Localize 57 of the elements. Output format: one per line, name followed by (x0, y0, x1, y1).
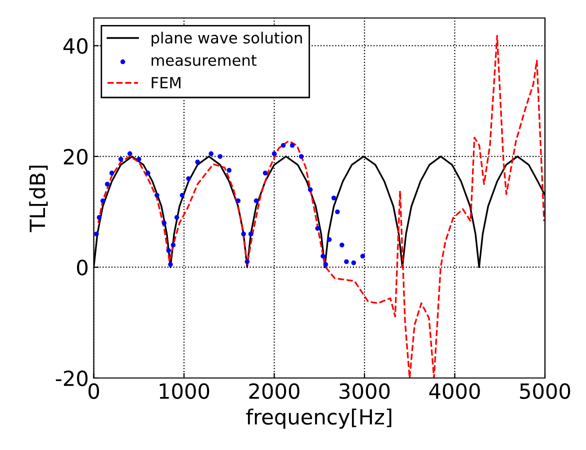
point (298, 154, 304, 159)
point (280, 142, 286, 148)
point (335, 209, 340, 214)
point (226, 168, 232, 173)
point (100, 198, 106, 204)
point (241, 232, 246, 236)
point (244, 259, 250, 264)
point (323, 262, 328, 267)
y-tick-label: 0 (77, 260, 88, 276)
point (127, 151, 132, 156)
point (290, 142, 295, 148)
point (146, 170, 150, 176)
point (94, 232, 99, 236)
point (170, 242, 176, 248)
point (254, 198, 259, 204)
x-tick-label: 4000 (429, 383, 480, 399)
point (344, 259, 349, 264)
point (109, 170, 114, 176)
point (360, 254, 366, 259)
point (166, 248, 172, 254)
y-tick-label: -20 (56, 370, 88, 386)
point (186, 176, 191, 182)
point (174, 214, 180, 220)
point (104, 182, 110, 187)
legend-label: measurement (152, 55, 256, 66)
point (315, 226, 320, 231)
point (351, 260, 356, 266)
point (168, 262, 173, 267)
point (236, 198, 241, 204)
point (262, 170, 268, 176)
legend-label: plane wave solution (152, 32, 302, 47)
point (308, 187, 313, 192)
point (331, 196, 336, 200)
point (340, 242, 344, 248)
point (195, 160, 200, 164)
legend-label: FEM (152, 77, 180, 88)
y-axis-title: TL[dB] (29, 166, 48, 232)
point (136, 156, 142, 162)
x-tick-label: 5000 (520, 383, 570, 399)
x-tick-label: 2000 (249, 383, 300, 399)
point (248, 232, 254, 236)
x-tick-label: 0 (88, 383, 100, 399)
point (96, 214, 102, 220)
point (154, 192, 160, 198)
point (320, 254, 326, 259)
point (162, 220, 167, 226)
point (218, 154, 222, 159)
x-tick-label: 1000 (160, 383, 210, 399)
point (180, 192, 185, 198)
point (272, 151, 277, 156)
y-tick-label: 40 (63, 38, 88, 54)
x-axis-title: frequency[Hz] (246, 408, 392, 429)
point (326, 237, 332, 242)
x-tick-label: 3000 (340, 383, 390, 399)
y-tick-label: 20 (64, 148, 88, 165)
point (118, 156, 124, 162)
point (208, 151, 214, 156)
